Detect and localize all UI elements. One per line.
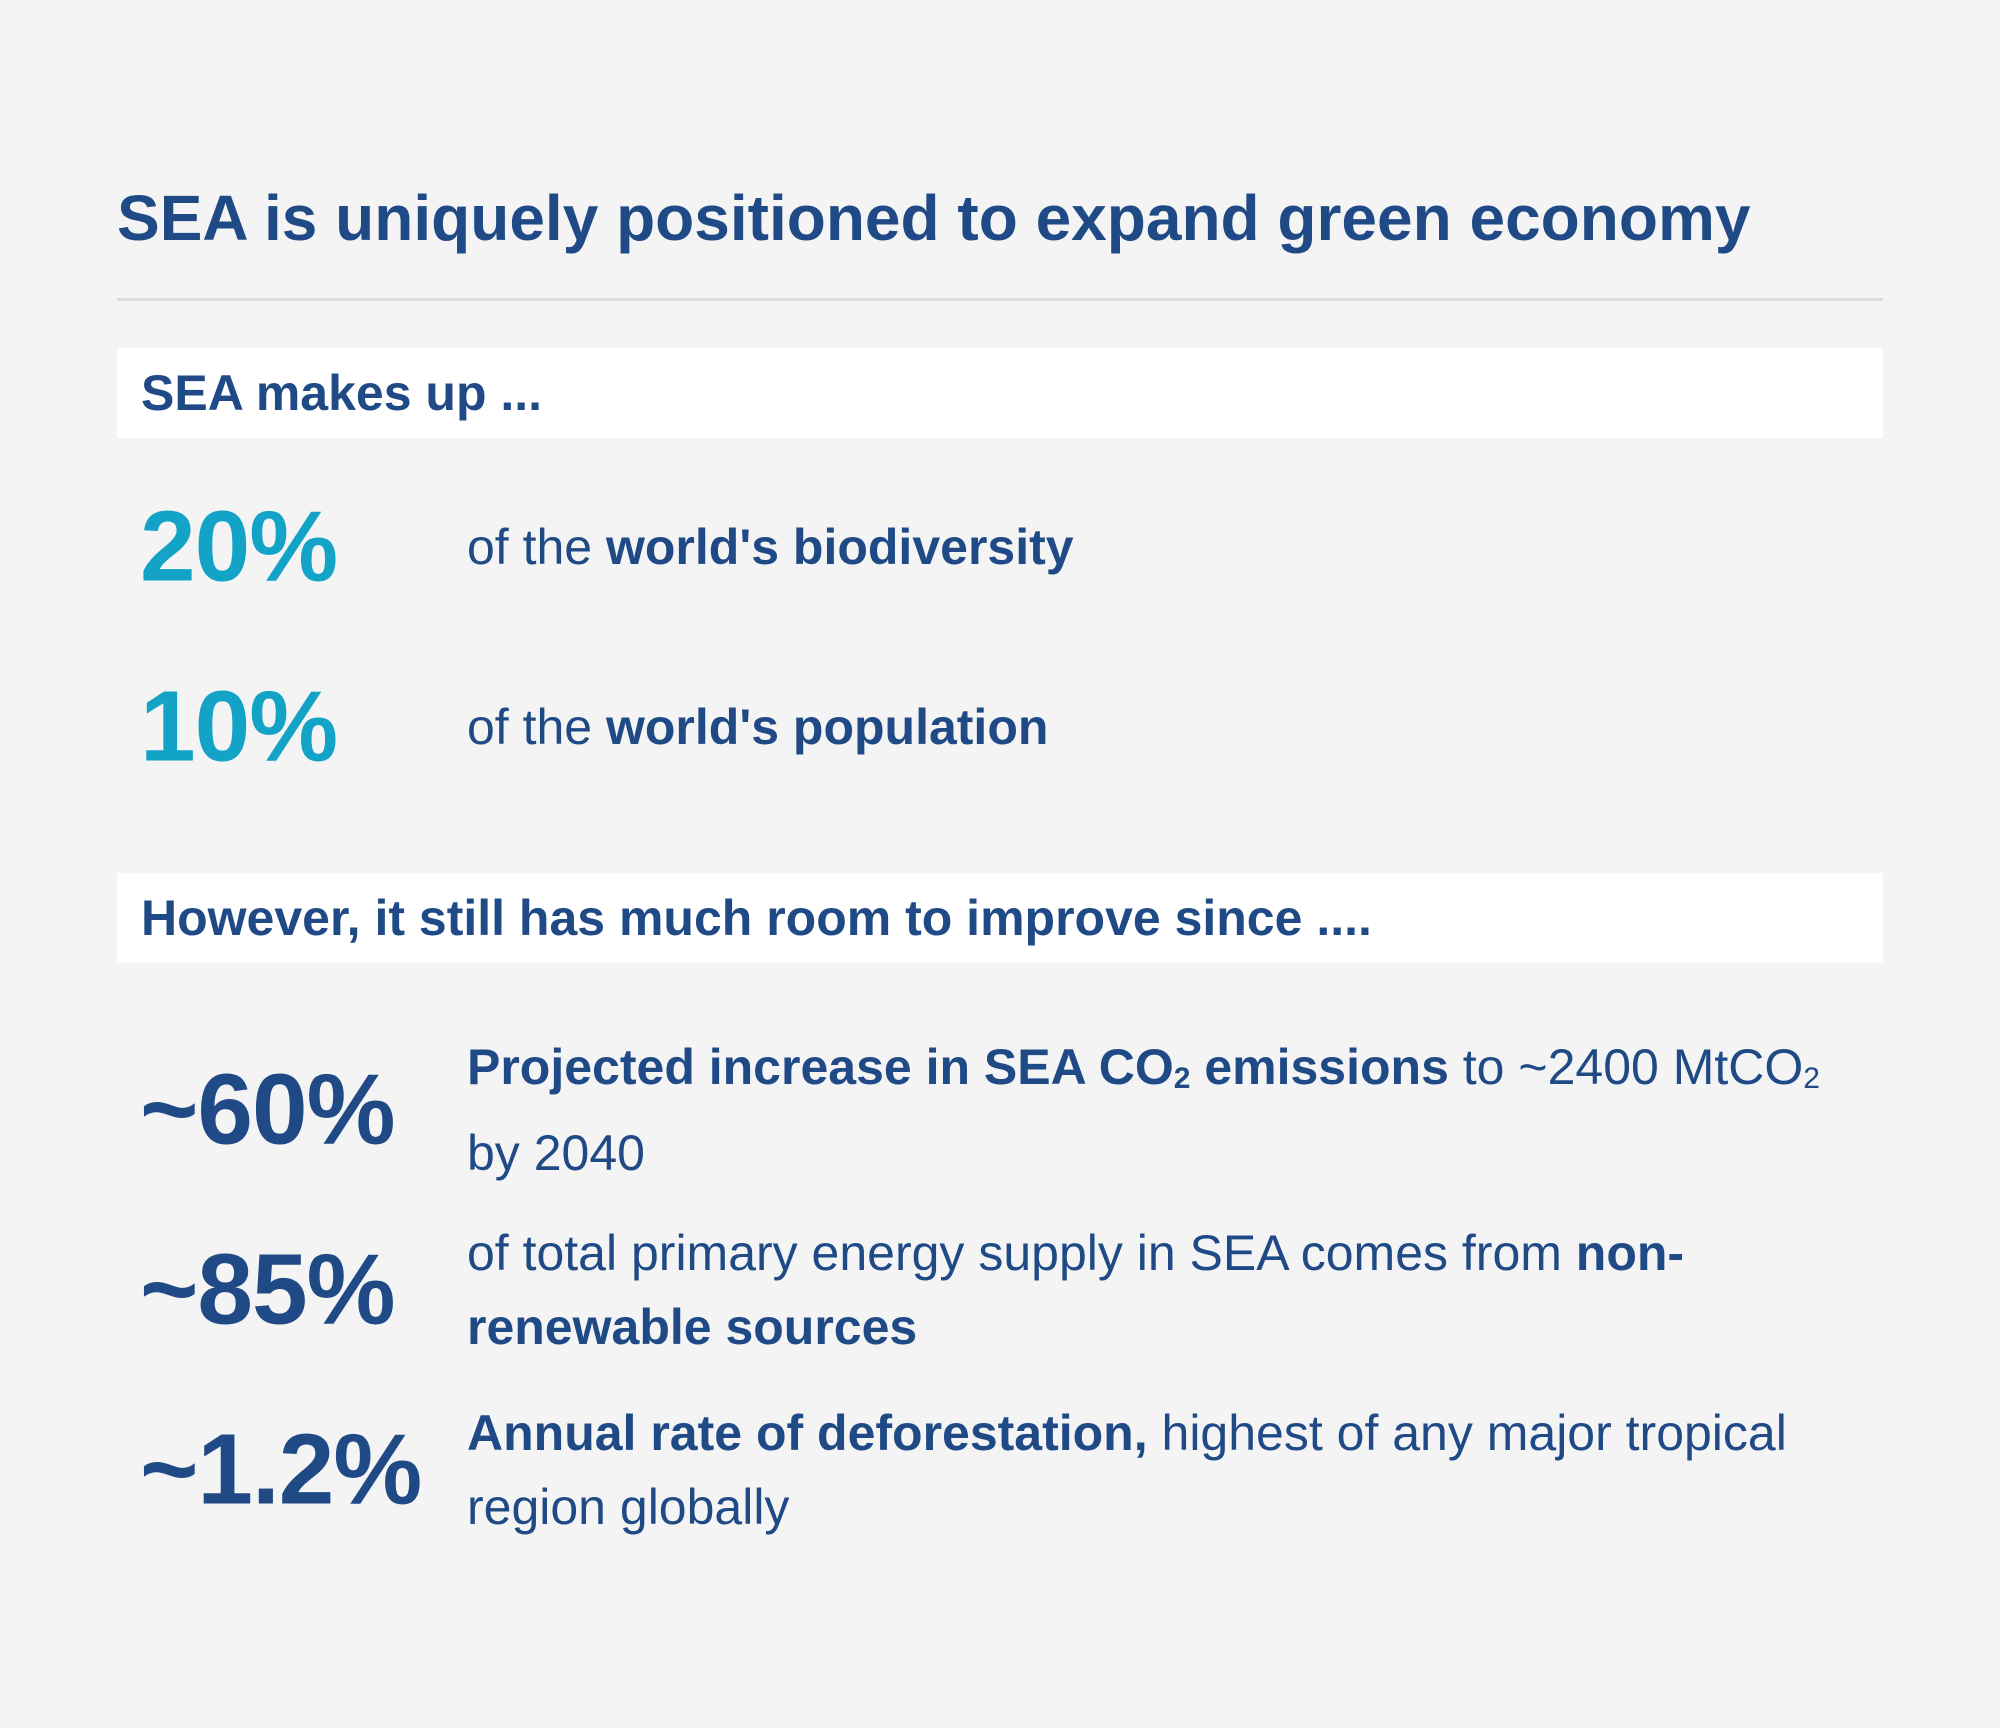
- section-heading-room-to-improve: However, it still has much room to impro…: [117, 873, 1883, 963]
- stat-value: ~1.2%: [140, 1413, 422, 1526]
- title-divider: [117, 298, 1883, 301]
- section-heading-room-to-improve-label: However, it still has much room to impro…: [141, 890, 1372, 946]
- stat-value: ~60%: [140, 1053, 396, 1166]
- stat-description: Annual rate of deforestation, highest of…: [467, 1396, 1867, 1544]
- stat-description-bold: non-renewable sources: [467, 1225, 1685, 1355]
- subscript-two: 2: [1803, 1062, 1820, 1095]
- stat-description-bold: world's biodiversity: [606, 519, 1074, 575]
- stat-description-bold: Projected increase in SEA CO2 emissions: [467, 1039, 1449, 1095]
- stat-description: of the world's biodiversity: [467, 510, 1867, 584]
- stat-description-bold: world's population: [606, 699, 1049, 755]
- stat-description-bold: Annual rate of deforestation,: [467, 1405, 1148, 1461]
- stat-description-text-b: by 2040: [467, 1125, 645, 1181]
- stat-value: 10%: [140, 670, 338, 783]
- stat-description: of the world's population: [467, 690, 1867, 764]
- stat-co2-emissions: ~60% Projected increase in SEA CO2 emiss…: [140, 1035, 1880, 1185]
- stat-description-text-a: to ~2400 MtCO: [1448, 1039, 1804, 1095]
- stat-description: of total primary energy supply in SEA co…: [467, 1216, 1867, 1364]
- stat-description-text: of total primary energy supply in SEA co…: [467, 1225, 1576, 1281]
- stat-description-bold-a: Projected increase in SEA CO: [467, 1039, 1174, 1095]
- page-title: SEA is uniquely positioned to expand gre…: [117, 182, 1751, 254]
- stat-biodiversity: 20% of the world's biodiversity: [140, 472, 1880, 622]
- stat-description-bold-b: emissions: [1190, 1039, 1449, 1095]
- stat-energy-supply: ~85% of total primary energy supply in S…: [140, 1215, 1880, 1365]
- stat-description-prefix: of the: [467, 519, 606, 575]
- stat-description: Projected increase in SEA CO2 emissions …: [467, 1030, 1867, 1190]
- subscript-two: 2: [1173, 1062, 1191, 1095]
- stat-value: 20%: [140, 490, 338, 603]
- stat-description-text: highest of any major tropical region glo…: [467, 1405, 1787, 1535]
- stat-deforestation: ~1.2% Annual rate of deforestation, high…: [140, 1395, 1880, 1545]
- section-heading-makes-up: SEA makes up ...: [117, 348, 1883, 438]
- section-heading-makes-up-label: SEA makes up ...: [141, 365, 543, 421]
- stat-description-prefix: of the: [467, 699, 606, 755]
- stat-population: 10% of the world's population: [140, 652, 1880, 802]
- stat-value: ~85%: [140, 1233, 396, 1346]
